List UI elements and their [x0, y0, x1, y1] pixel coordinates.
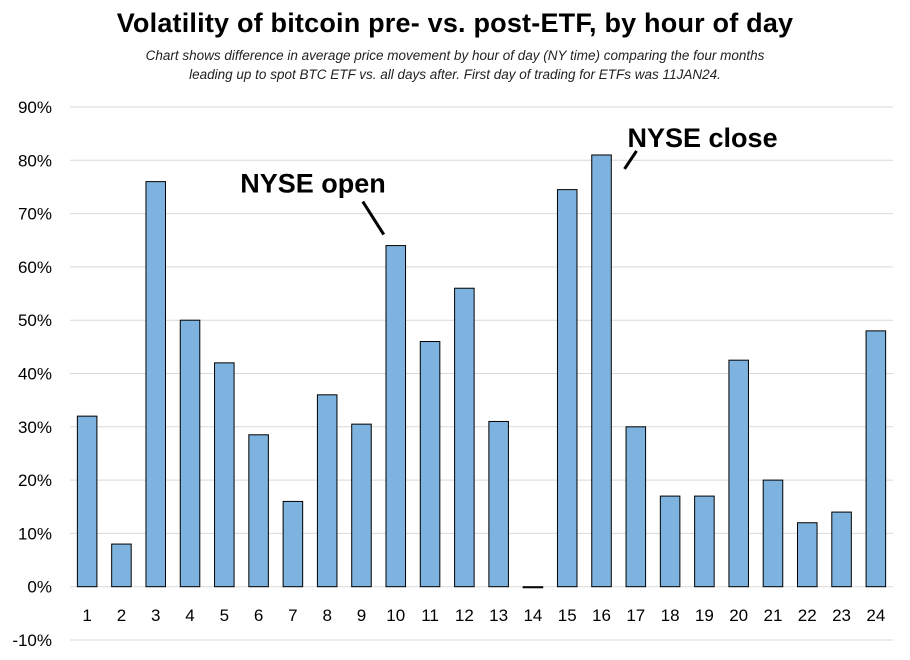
y-tick-label: 90%: [18, 98, 52, 117]
y-tick-label: 30%: [18, 418, 52, 437]
y-tick-label: 0%: [27, 578, 52, 597]
x-tick-label: 17: [626, 606, 645, 625]
x-tick-label: 2: [117, 606, 126, 625]
bar-hour-21: [762, 479, 784, 588]
bar-hour-11: [419, 341, 441, 588]
x-tick-label: 21: [764, 606, 783, 625]
chart-subtitle-line-2: leading up to spot BTC ETF vs. all days …: [189, 67, 721, 82]
x-tick-label: 7: [288, 606, 297, 625]
y-tick-label: 60%: [18, 258, 52, 277]
annotations: NYSE open NYSE close: [240, 123, 778, 236]
annotation-nyse-open: NYSE open: [240, 169, 386, 199]
x-tick-label: 15: [558, 606, 577, 625]
y-tick-label: 70%: [18, 205, 52, 224]
x-tick-label: 5: [220, 606, 229, 625]
y-tick-label: 20%: [18, 471, 52, 490]
x-tick-label: 22: [798, 606, 817, 625]
bar-hour-1: [76, 415, 98, 588]
bar-hour-7: [282, 500, 304, 588]
y-axis-tick-labels: -10% 0% 10% 20% 30% 40% 50% 60% 70% 80% 90%: [12, 98, 52, 650]
bar-hour-23: [831, 511, 852, 588]
bar-hour-16: [591, 154, 612, 588]
bar-hour-14: [522, 586, 544, 589]
gridlines: [70, 106, 893, 641]
y-tick-label: 10%: [18, 524, 52, 543]
x-tick-label: 4: [185, 606, 194, 625]
x-tick-label: 18: [661, 606, 680, 625]
x-tick-label: 1: [82, 606, 91, 625]
bar-hour-10: [385, 245, 407, 588]
bar-hour-18: [659, 495, 681, 588]
x-tick-label: 13: [489, 606, 508, 625]
bar-hour-6: [248, 434, 269, 588]
bar-hour-17: [625, 426, 647, 588]
y-tick-label: 80%: [18, 151, 52, 170]
annotation-leader-line: [361, 200, 386, 236]
y-tick-label: -10%: [12, 631, 52, 650]
x-tick-label: 3: [151, 606, 160, 625]
x-tick-label: 23: [832, 606, 851, 625]
x-tick-label: 12: [455, 606, 474, 625]
bar-hour-2: [111, 543, 132, 588]
x-tick-label: 11: [421, 606, 439, 625]
x-axis-tick-labels: 1 2 3 4 5 6 7 8 9 10 11 12 13 14 15 16 17 18 19 20 21 22 23 24: [82, 606, 885, 625]
bars: [76, 154, 887, 589]
bar-hour-9: [351, 423, 372, 588]
bar-hour-4: [179, 319, 201, 588]
annotation-leader-line: [623, 150, 638, 170]
x-tick-label: 16: [592, 606, 611, 625]
bar-hour-3: [145, 181, 167, 588]
x-tick-label: 14: [523, 606, 542, 625]
chart-title: Volatility of bitcoin pre- vs. post-ETF,…: [116, 8, 794, 38]
bar-hour-19: [694, 495, 715, 588]
annotation-nyse-close: NYSE close: [628, 123, 778, 153]
x-tick-label: 8: [322, 606, 331, 625]
x-tick-label: 20: [729, 606, 748, 625]
bar-hour-12: [454, 287, 475, 588]
bar-hour-22: [796, 522, 818, 588]
bar-hour-13: [488, 420, 509, 588]
bar-hour-24: [865, 330, 887, 588]
x-tick-label: 24: [866, 606, 885, 625]
bar-hour-20: [728, 359, 749, 588]
y-tick-label: 50%: [18, 311, 52, 330]
x-tick-label: 9: [357, 606, 366, 625]
y-tick-label: 40%: [18, 365, 52, 384]
x-tick-label: 19: [695, 606, 714, 625]
bar-hour-15: [556, 189, 578, 588]
bar-hour-8: [316, 394, 338, 588]
x-tick-label: 6: [254, 606, 263, 625]
bar-hour-5: [214, 362, 235, 588]
x-tick-label: 10: [386, 606, 405, 625]
chart-subtitle-line-1: Chart shows difference in average price …: [145, 48, 765, 63]
